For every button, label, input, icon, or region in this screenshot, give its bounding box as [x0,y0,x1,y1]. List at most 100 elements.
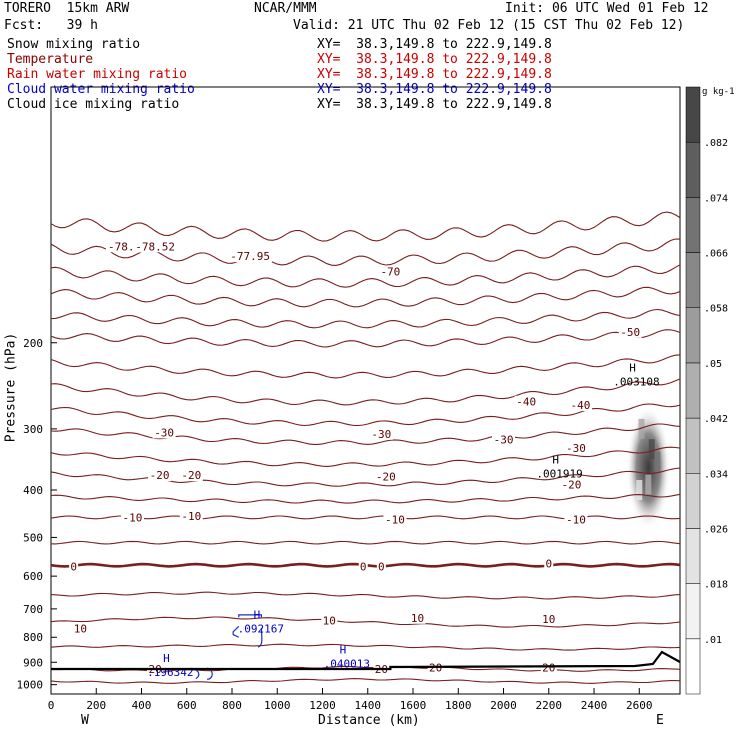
center-label: NCAR/MMM [254,1,317,16]
colorbar-swatch-7 [685,252,701,308]
colorbar-swatch-2 [685,528,701,584]
cloud-water-contour-1 [232,625,240,638]
cloud-ice-cell-3 [645,474,652,495]
colorbar-level-4: .042 [704,414,728,425]
maximum-letter-0: H [629,361,636,374]
colorbar-swatch-6 [685,307,701,364]
maximum-value-2: .092167 [238,623,284,636]
colorbar-level-1: .018 [704,580,728,591]
x-tick-label-2: 400 [132,699,152,712]
isotherm-label-22: 0 [545,558,552,571]
isotherm-label-14: -20 [561,479,581,492]
y-tick-label-6: 800 [23,631,43,644]
isotherm-label-16: -10 [181,510,201,523]
isotherm-label-bg-4 [618,325,642,338]
isotherm-label-bg-20 [358,560,368,573]
x-axis-west-label: W [81,713,89,728]
x-tick-label-7: 1400 [355,699,382,712]
isotherm--75 [50,211,681,242]
isotherm-label-3: -70 [380,265,400,278]
cloud-ice-cell-4 [636,480,643,501]
field-xsec-snow: XY= 38.3,149.8 to 222.9,149.8 [317,37,552,52]
colorbar-level-6: .058 [704,304,728,315]
cloud-ice-cell-0 [638,418,645,439]
cloud-ice-cell-2 [654,451,661,472]
maximum-letter-4: H [163,652,170,665]
maximum-value-3: .040013 [324,657,370,670]
colorbar-level-7: .066 [704,249,728,260]
isotherm-label-bg-16 [179,509,203,522]
isotherm--60 [50,286,681,308]
isotherm--15 [50,493,681,504]
colorbar-level-0: .01 [704,635,722,646]
isotherm-label-bg-22 [544,557,554,570]
valid-time-label: Valid: 21 UTC Thu 02 Feb 12 (15 CST Thu … [293,18,685,33]
isotherm-label-bg-25 [409,611,426,624]
y-tick-label-8: 1000 [17,679,44,692]
field-name-cloud-ice: Cloud ice mixing ratio [7,97,180,112]
isotherm-label-4: -50 [620,326,640,339]
isotherm-label-bg-12 [179,469,203,482]
isotherm-label-bg-11 [148,469,172,482]
isotherm-label-13: -20 [376,470,396,483]
isotherm--50 [50,329,681,348]
x-tick-label-12: 2400 [581,699,608,712]
isotherm-15 [50,643,681,651]
x-tick-label-13: 2600 [626,699,653,712]
y-axis-title: Pressure (hPa) [3,332,19,443]
x-tick-label-0: 0 [48,699,55,712]
maximum-letter-2: H [254,609,261,622]
field-xsec-rain: XY= 38.3,149.8 to 222.9,149.8 [317,67,552,82]
isotherm--35 [50,403,681,427]
isotherm-label-bg-15 [120,511,144,524]
colorbar-swatch-8 [685,197,701,253]
colorbar-level-5: .05 [704,359,722,370]
isotherm-label-bg-7 [152,426,176,439]
field-name-temperature: Temperature [7,52,94,67]
x-tick-label-9: 1800 [445,699,472,712]
colorbar-swatch-1 [685,583,701,640]
isotherm-label-bg-10 [564,441,588,454]
x-tick-label-8: 1600 [400,699,427,712]
plot-frame [50,86,681,695]
x-tick-label-1: 200 [86,699,106,712]
isotherm-label-18: -10 [566,514,586,527]
colorbar-swatch-10 [685,86,701,143]
isotherm--30 [50,423,681,445]
colorbar-swatch-9 [685,141,701,198]
y-tick-label-7: 900 [23,656,43,669]
cloud-water-contour-2 [257,627,263,648]
colorbar-swatch-3 [685,473,701,529]
isotherm-label-bg-18 [564,513,588,526]
isotherm-label-bg-13 [374,470,398,483]
isotherm--55 [50,308,681,329]
x-tick-label-6: 1200 [309,699,336,712]
isotherm-10 [50,616,681,628]
colorbar-level-2: .026 [704,524,728,535]
isotherm-label-11: -20 [150,469,170,482]
colorbar-unit: g kg-1 [702,87,735,97]
isotherm-label-bg-24 [321,614,338,627]
field-name-cloud-water: Cloud water mixing ratio [7,82,195,97]
y-tick-label-5: 700 [23,603,43,616]
isotherm-label-26: 10 [542,613,555,626]
isotherm--45 [50,354,681,379]
y-tick-label-2: 400 [23,484,43,497]
isotherm-label-bg-26 [540,613,557,626]
isotherm-label-1: -78.52 [135,240,175,253]
colorbar-swatch-4 [685,417,701,474]
isotherm-label-bg-8 [369,427,393,440]
isotherm--5 [50,540,681,545]
isotherm-label-bg-14 [559,478,583,491]
isotherm--65 [50,264,681,288]
colorbar-level-9: .082 [704,138,728,149]
maximum-letter-3: H [340,643,347,656]
field-name-snow: Snow mixing ratio [7,37,141,52]
colorbar-swatch-0 [685,638,701,695]
maximum-value-1: .001919 [536,467,582,480]
y-tick-label-1: 300 [23,423,43,436]
x-tick-label-5: 1000 [264,699,291,712]
field-xsec-cloud-water: XY= 38.3,149.8 to 222.9,149.8 [317,82,552,97]
isotherm-label-19: 0 [70,560,77,573]
